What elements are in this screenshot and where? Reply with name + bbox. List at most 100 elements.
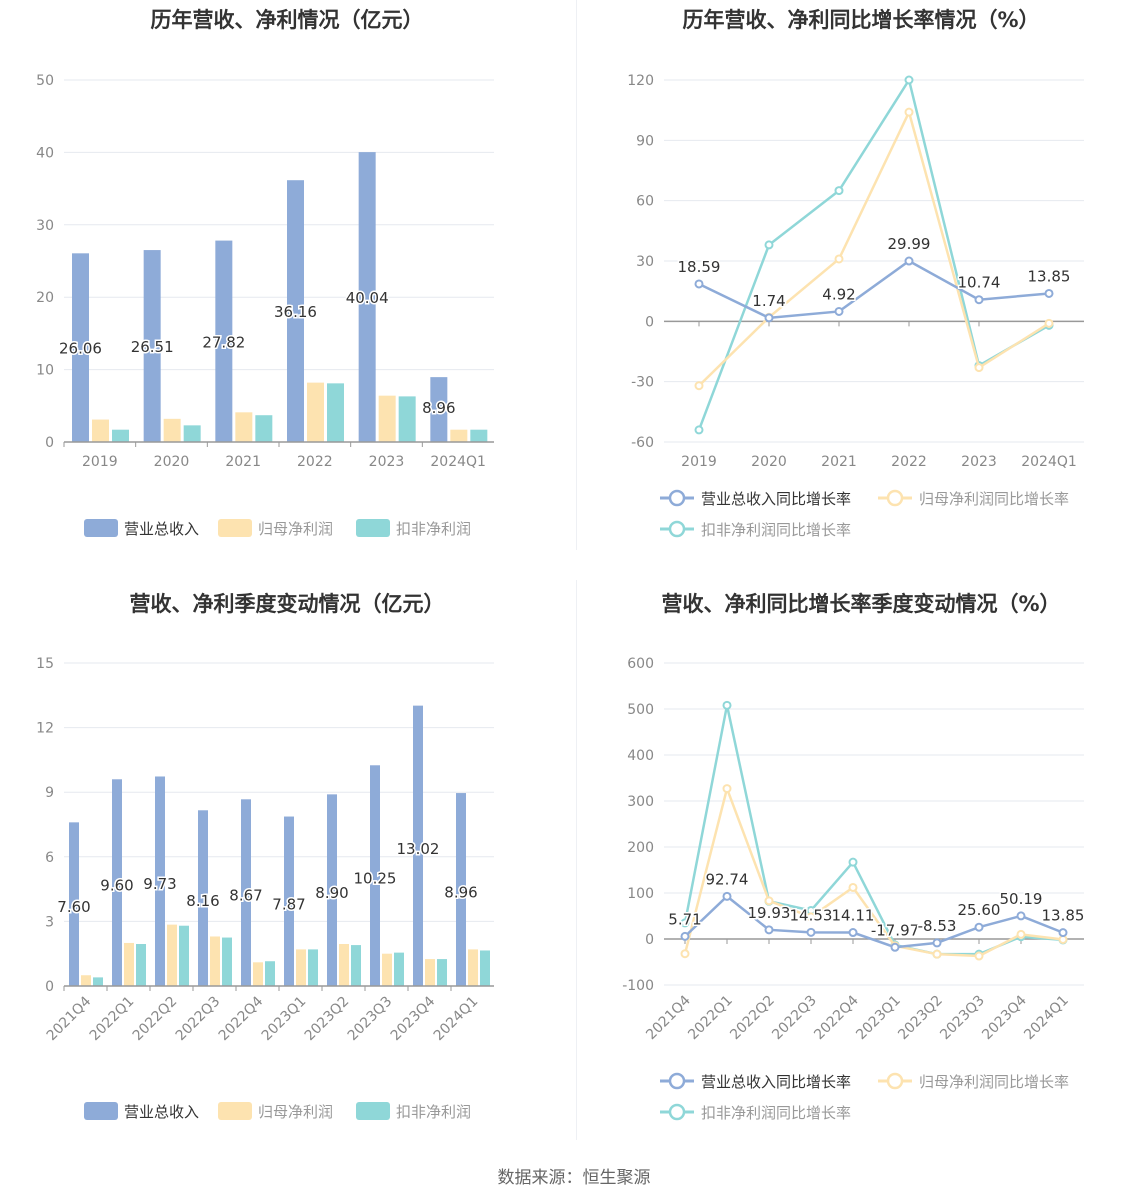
data-point [932, 938, 942, 948]
bar [81, 975, 91, 986]
y-tick-label: 50 [36, 73, 54, 89]
bar [255, 415, 273, 442]
bar [124, 942, 134, 986]
bar [398, 396, 416, 442]
data-label: 13.85 [1028, 267, 1071, 285]
data-point [722, 784, 732, 794]
legend-label: 营业总收入 [124, 520, 199, 538]
y-tick-label: 0 [645, 314, 654, 330]
quarterly-growth-line-chart: -10001002003004005006002021Q42022Q12022Q… [622, 656, 1086, 1122]
legend-label: 扣非净利润同比增长率 [701, 521, 851, 539]
data-point [848, 882, 858, 892]
data-label: 25.60 [958, 901, 1001, 919]
bar [265, 961, 275, 986]
series-line [697, 76, 1050, 431]
legend-swatch [218, 1102, 252, 1120]
data-label: -17.97 [871, 921, 919, 939]
x-tick-label: 2023Q1 [259, 994, 310, 1045]
y-tick-label: 30 [636, 254, 654, 270]
bar [339, 944, 349, 986]
data-label: 8.90 [315, 884, 348, 902]
legend-marker [668, 489, 686, 507]
bar [378, 395, 396, 442]
data-point [904, 256, 914, 266]
data-label: 5.71 [668, 910, 701, 928]
x-tick-label: 2022 [891, 454, 927, 470]
bar [358, 152, 376, 442]
x-tick-label: 2022Q3 [769, 993, 820, 1044]
bar [327, 794, 337, 986]
legend-label: 扣非净利润 [396, 520, 471, 538]
y-tick-label: 200 [627, 840, 654, 856]
series-line [683, 784, 1064, 958]
y-tick-label: 3 [45, 914, 54, 930]
bar [307, 382, 324, 442]
legend-label: 营业总收入同比增长率 [701, 1073, 851, 1091]
legend-marker [668, 520, 686, 538]
y-tick-label: 9 [45, 785, 54, 801]
data-label: 13.85 [1042, 907, 1085, 925]
x-tick-label: 2020 [751, 454, 787, 470]
x-tick-label: 2024Q1 [1021, 993, 1072, 1044]
data-label: 26.06 [59, 340, 102, 358]
y-tick-label: 0 [45, 435, 54, 451]
legend-label: 归母净利润同比增长率 [919, 490, 1069, 508]
data-label: 10.25 [354, 870, 397, 888]
chart-title: 营收、净利季度变动情况（亿元） [129, 592, 445, 616]
bar [155, 776, 165, 986]
data-point [848, 857, 858, 867]
x-tick-label: 2022Q1 [685, 993, 736, 1044]
bar [284, 816, 294, 986]
y-tick-label: 100 [627, 886, 654, 902]
legend-marker [668, 1072, 686, 1090]
bar [143, 250, 161, 442]
legend-label: 营业总收入 [124, 1103, 199, 1121]
x-tick-label: 2021 [225, 454, 261, 470]
legend-swatch [84, 1102, 118, 1120]
x-tick-label: 2024Q1 [431, 994, 482, 1045]
data-point [1016, 911, 1026, 921]
bar [241, 799, 251, 986]
x-tick-label: 2024Q1 [1021, 454, 1077, 470]
bar [425, 959, 435, 986]
chart-title: 营收、净利同比增长率季度变动情况（%） [661, 592, 1061, 616]
bar [382, 953, 392, 986]
legend-label: 归母净利润同比增长率 [919, 1073, 1069, 1091]
bar [253, 962, 263, 986]
x-tick-label: 2023Q1 [853, 993, 904, 1044]
legend-label: 归母净利润 [258, 520, 333, 538]
data-label: 19.93 [748, 904, 791, 922]
x-tick-label: 2022Q4 [216, 993, 267, 1044]
legend-swatch [218, 519, 252, 537]
bar [394, 952, 404, 986]
data-point [764, 896, 774, 906]
x-tick-label: 2021 [821, 454, 857, 470]
y-tick-label: 90 [636, 133, 654, 149]
x-tick-label: 2022Q1 [87, 994, 138, 1045]
legend-swatch [84, 519, 118, 537]
x-tick-label: 2023Q3 [345, 994, 396, 1045]
y-tick-label: -30 [631, 375, 654, 391]
data-point [1058, 928, 1068, 938]
chart-title: 历年营收、净利同比增长率情况（%） [682, 8, 1040, 32]
data-point [932, 949, 942, 959]
bar [93, 977, 103, 986]
legend-label: 归母净利润 [258, 1103, 333, 1121]
y-tick-label: 0 [645, 932, 654, 948]
bar [308, 949, 318, 986]
data-point [764, 313, 774, 323]
data-label: 50.19 [1000, 890, 1043, 908]
bar [167, 924, 177, 986]
data-label: 40.04 [346, 289, 389, 307]
bar [437, 959, 447, 986]
legend-swatch [356, 1102, 390, 1120]
x-tick-label: 2023Q4 [979, 992, 1030, 1043]
data-label: 1.74 [752, 292, 785, 310]
x-tick-label: 2023Q3 [937, 993, 988, 1044]
bar [69, 822, 79, 986]
chart-title: 历年营收、净利情况（亿元） [150, 8, 424, 32]
data-label: 26.51 [131, 338, 174, 356]
bar [72, 253, 89, 442]
quarterly-growth-panel: 营收、净利同比增长率季度变动情况（%） -100 0 100 200 300 400 500… [574, 584, 1148, 1164]
